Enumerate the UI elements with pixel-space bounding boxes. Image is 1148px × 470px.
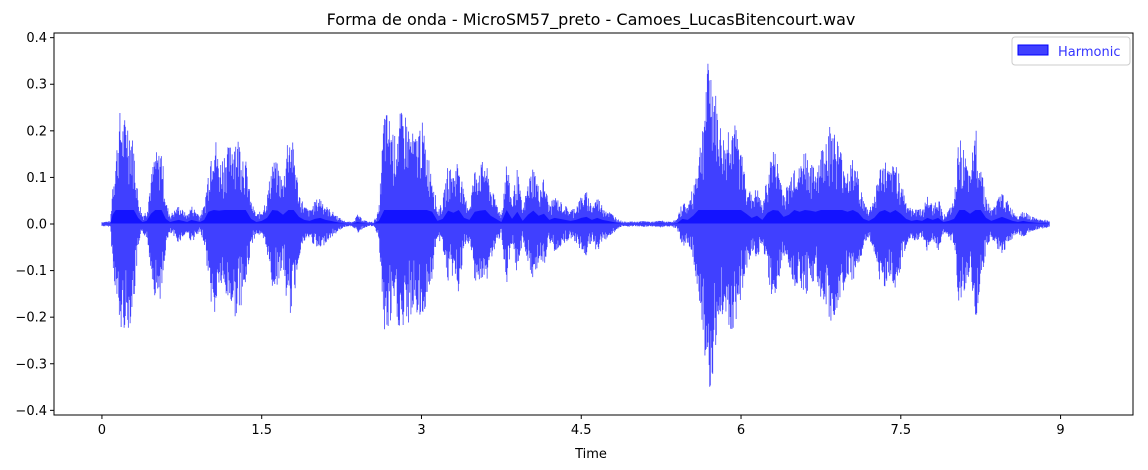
x-tick-label: 0 xyxy=(98,423,106,438)
plot-area xyxy=(101,63,1050,387)
x-tick-label: 1.5 xyxy=(251,423,272,438)
legend-swatch xyxy=(1017,44,1049,56)
x-tick-label: 3 xyxy=(417,423,425,438)
y-tick-label: 0.1 xyxy=(26,171,47,186)
y-tick-label: −0.3 xyxy=(15,357,47,372)
y-tick-label: −0.2 xyxy=(15,311,47,326)
x-axis-label: Time xyxy=(574,447,607,462)
y-tick-label: −0.1 xyxy=(15,264,47,279)
y-tick-label: 0.4 xyxy=(26,31,47,46)
y-tick-label: 0.0 xyxy=(26,218,47,233)
chart-title: Forma de onda - MicroSM57_preto - Camoes… xyxy=(327,10,856,30)
waveform-strokes xyxy=(101,63,1050,387)
y-tick-label: −0.4 xyxy=(15,404,47,419)
x-tick-label: 4.5 xyxy=(571,423,592,438)
legend: Harmonic xyxy=(1011,36,1131,66)
waveform-series xyxy=(101,63,1050,387)
legend-label-harmonic: Harmonic xyxy=(1058,45,1120,60)
x-tick-label: 7.5 xyxy=(890,423,911,438)
x-tick-label: 6 xyxy=(737,423,745,438)
waveform-core xyxy=(101,210,1050,224)
legend-box xyxy=(1011,36,1131,66)
axes: 0 1.5 3 4.5 6 7.5 9 −0.4 −0.3 −0.2 −0.1 0.0 0.1 0.2 0.… xyxy=(15,31,1134,438)
y-tick-label: 0.3 xyxy=(26,78,47,93)
y-tick-label: 0.2 xyxy=(26,124,47,139)
x-tick-label: 9 xyxy=(1056,423,1064,438)
